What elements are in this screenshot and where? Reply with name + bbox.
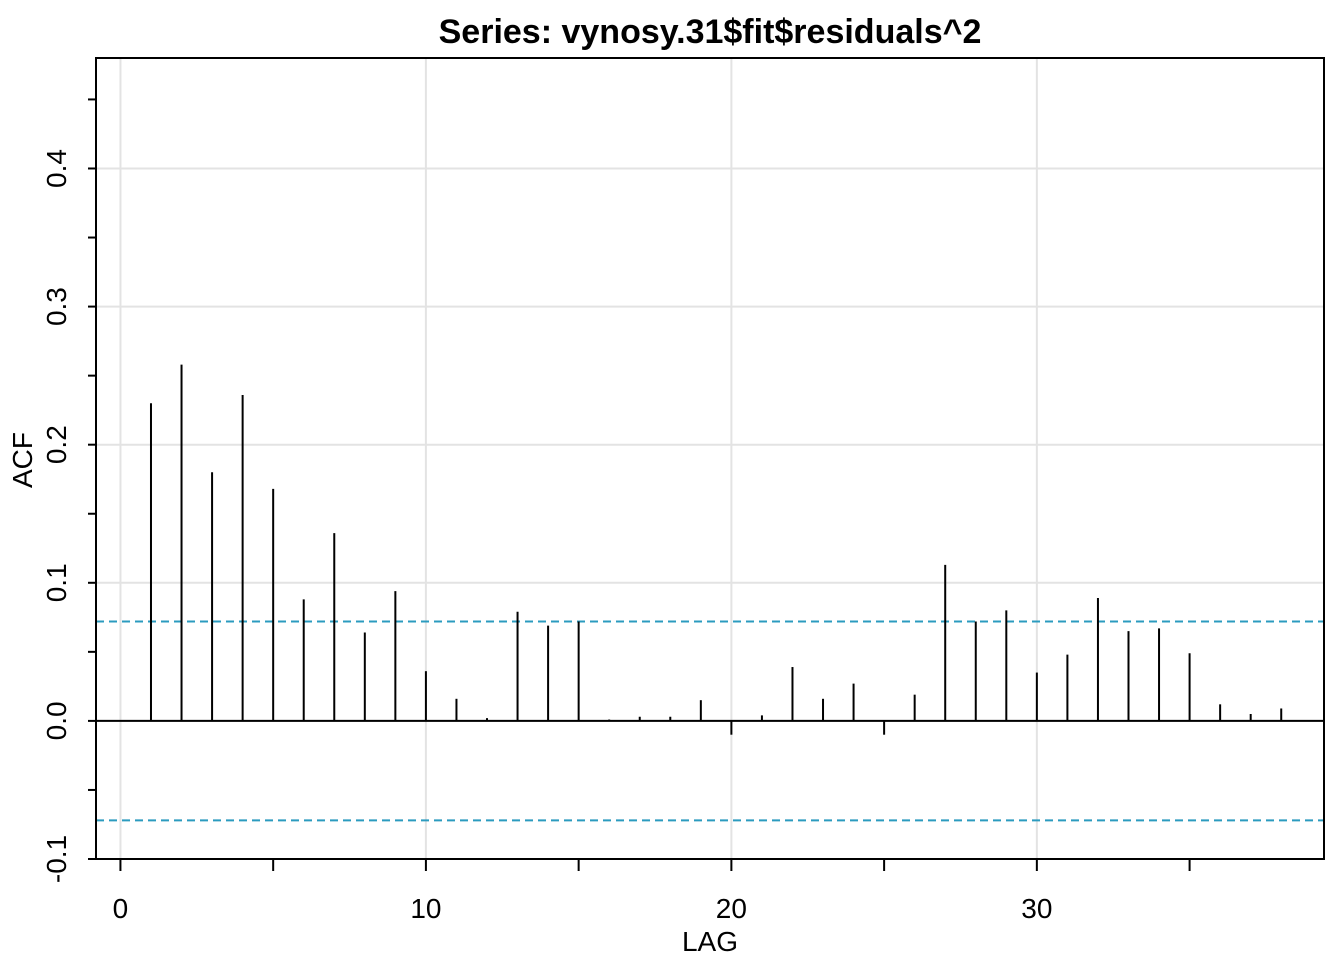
y-axis-label: ACF xyxy=(7,432,38,488)
y-tick-label: 0.3 xyxy=(41,287,72,326)
x-tick-label: 20 xyxy=(716,893,747,924)
x-tick-label: 10 xyxy=(410,893,441,924)
acf-bars xyxy=(96,364,1324,735)
x-tick-label: 30 xyxy=(1021,893,1052,924)
x-axis-label: LAG xyxy=(682,926,738,957)
plot-frame xyxy=(95,57,1325,860)
y-tick-label: 0.0 xyxy=(41,701,72,740)
chart-title: Series: vynosy.31$fit$residuals^2 xyxy=(439,13,982,51)
y-tick-label: -0.1 xyxy=(41,835,72,883)
y-tick-label: 0.1 xyxy=(41,563,72,602)
confidence-bounds xyxy=(96,620,1324,822)
y-axis: -0.1 0.0 0.1 0.2 0.3 0.4 xyxy=(41,98,96,883)
y-tick-label: 0.4 xyxy=(41,149,72,188)
x-tick-label: 0 xyxy=(113,893,129,924)
grid xyxy=(96,58,1324,860)
y-tick-label: 0.2 xyxy=(41,425,72,464)
x-axis: 0 10 20 30 xyxy=(113,859,1191,924)
